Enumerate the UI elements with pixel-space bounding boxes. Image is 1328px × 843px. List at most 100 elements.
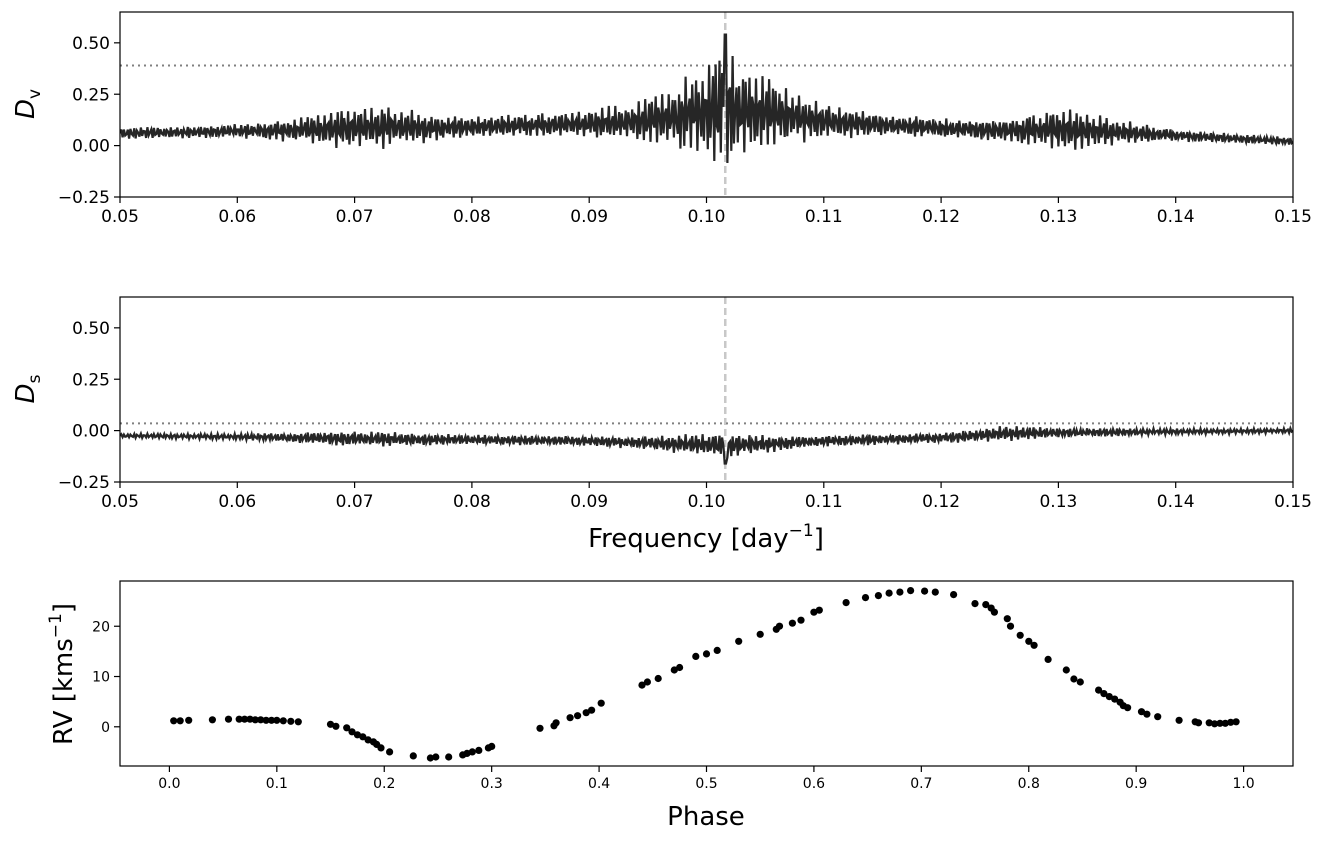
x-tick-label: 0.08 bbox=[453, 207, 491, 227]
rv-point bbox=[815, 606, 823, 614]
rv-point bbox=[251, 716, 259, 724]
panel-top-dv-periodogram: 0.05 0.06 0.07 0.08 0.09 0.10 0.11 0.12 0.13 0.14… bbox=[11, 11, 1312, 227]
rv-point bbox=[566, 714, 574, 722]
rv-point bbox=[810, 608, 818, 616]
x-tick-label: 0.3 bbox=[481, 776, 503, 792]
x-tick-label: 0.14 bbox=[1157, 207, 1195, 227]
x-tick-label: 0.07 bbox=[336, 207, 374, 227]
rv-point bbox=[257, 716, 265, 724]
y-tick-label: −0.25 bbox=[58, 188, 110, 208]
x-tick-label: 0.9 bbox=[1125, 776, 1147, 792]
rv-point bbox=[377, 744, 385, 752]
rv-point bbox=[971, 600, 979, 608]
x-axis-label: Frequency [day−1] bbox=[588, 521, 824, 554]
rv-point bbox=[788, 619, 797, 627]
rv-point bbox=[287, 717, 295, 725]
rv-point bbox=[1111, 695, 1119, 703]
x-tick-label: 1.0 bbox=[1232, 776, 1254, 792]
rv-point bbox=[1137, 708, 1146, 716]
x-tick-label: 0.11 bbox=[805, 207, 843, 227]
y-tick-label: 0.25 bbox=[72, 370, 110, 390]
x-tick-label: 0.05 bbox=[101, 207, 139, 227]
rv-point bbox=[185, 716, 193, 724]
x-axis-label: Phase bbox=[667, 802, 745, 832]
rv-point bbox=[643, 678, 652, 686]
rv-point bbox=[359, 733, 367, 741]
x-tick-label: 0.08 bbox=[453, 492, 491, 512]
rv-point bbox=[294, 718, 302, 726]
rv-point bbox=[654, 674, 662, 683]
x-ticks: 0.05 0.06 0.07 0.08 0.09 0.10 0.11 0.12 0.13 0.14… bbox=[101, 482, 1312, 512]
rv-point bbox=[552, 719, 560, 727]
rv-point bbox=[931, 588, 939, 596]
rv-point bbox=[982, 601, 990, 609]
rv-point bbox=[332, 722, 340, 730]
x-tick-label: 0.06 bbox=[218, 492, 256, 512]
rv-point bbox=[432, 753, 440, 761]
rv-point bbox=[246, 715, 254, 723]
rv-points bbox=[170, 587, 1240, 762]
rv-point bbox=[1105, 693, 1113, 701]
x-tick-label: 0.07 bbox=[336, 492, 374, 512]
dv-series-line bbox=[120, 33, 1293, 164]
rv-point bbox=[885, 589, 893, 597]
rv-point bbox=[468, 748, 476, 756]
rv-point bbox=[702, 650, 711, 658]
y-tick-label: 0.25 bbox=[72, 85, 110, 105]
rv-point bbox=[343, 724, 351, 732]
x-tick-label: 0.10 bbox=[688, 492, 726, 512]
rv-point bbox=[235, 715, 243, 723]
rv-point bbox=[1211, 720, 1219, 728]
rv-point bbox=[1221, 719, 1229, 727]
x-tick-label: 0.7 bbox=[910, 776, 932, 792]
rv-point bbox=[1227, 718, 1235, 726]
y-axis-label: Dv bbox=[11, 89, 45, 119]
rv-point bbox=[588, 706, 596, 714]
rv-point bbox=[1175, 716, 1183, 724]
rv-point bbox=[1232, 718, 1240, 726]
rv-point bbox=[1030, 641, 1038, 649]
rv-point bbox=[1003, 615, 1011, 623]
panel-bottom-rv-phase: 0.0 0.1 0.2 0.3 0.4 0.5 0.6 0.7 0.8 0.9 1.0 01020 … bbox=[46, 580, 1294, 832]
x-tick-label: 0.5 bbox=[695, 776, 717, 792]
rv-point bbox=[990, 608, 999, 616]
x-ticks: 0.0 0.1 0.2 0.3 0.4 0.5 0.6 0.7 0.8 0.9 1.0 bbox=[158, 766, 1255, 792]
rv-point bbox=[1143, 710, 1151, 718]
x-tick-label: 0.09 bbox=[570, 207, 608, 227]
rv-point bbox=[896, 588, 904, 596]
rv-point bbox=[1216, 719, 1224, 727]
rv-point bbox=[241, 715, 249, 723]
rv-point bbox=[950, 591, 958, 599]
y-tick-label: 0 bbox=[101, 720, 110, 736]
rv-point bbox=[907, 587, 915, 595]
rv-point bbox=[1095, 686, 1103, 694]
y-tick-label: 10 bbox=[92, 670, 110, 686]
x-tick-label: 0.13 bbox=[1039, 492, 1077, 512]
rv-point bbox=[1062, 666, 1070, 674]
rv-point bbox=[638, 681, 646, 689]
x-tick-label: 0.12 bbox=[922, 207, 960, 227]
plot-frame bbox=[119, 11, 1294, 198]
x-tick-label: 0.09 bbox=[570, 492, 608, 512]
rv-point bbox=[1044, 655, 1052, 664]
rv-point bbox=[267, 716, 276, 724]
rv-point bbox=[1124, 704, 1132, 712]
y-tick-label: 20 bbox=[92, 619, 110, 635]
x-tick-label: 0.10 bbox=[688, 207, 726, 227]
y-ticks: −0.25 0.00 0.25 0.50 bbox=[58, 34, 120, 208]
y-tick-label: −0.25 bbox=[58, 473, 110, 493]
x-tick-label: 0.14 bbox=[1157, 492, 1195, 512]
x-tick-label: 0.4 bbox=[588, 776, 610, 792]
rv-point bbox=[353, 731, 361, 739]
rv-point bbox=[861, 594, 870, 602]
rv-point bbox=[756, 630, 764, 638]
x-tick-label: 0.1 bbox=[266, 776, 288, 792]
rv-point bbox=[262, 716, 270, 724]
rv-point bbox=[1006, 622, 1015, 630]
rv-point bbox=[445, 753, 453, 761]
x-tick-label: 0.12 bbox=[922, 492, 960, 512]
rv-point bbox=[713, 646, 721, 655]
rv-point bbox=[279, 717, 287, 725]
rv-point bbox=[326, 720, 335, 728]
